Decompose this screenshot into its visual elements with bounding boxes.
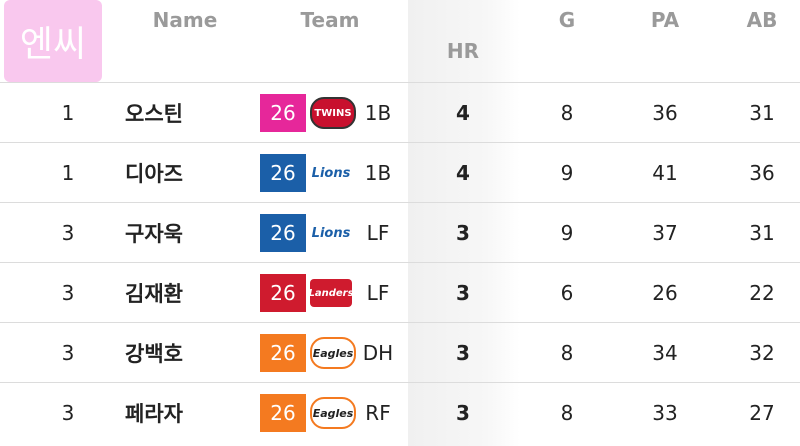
rank: 3 <box>61 281 75 305</box>
team-logo: TWINS <box>310 97 356 129</box>
plate-appearances: 26 <box>652 281 678 305</box>
rank: 1 <box>61 161 75 185</box>
header-team: Team <box>300 8 360 32</box>
uniform-number: 26 <box>260 154 306 192</box>
team-logo: Eagles <box>310 337 356 369</box>
position: RF <box>365 401 391 425</box>
player-name: 구자욱 <box>125 222 183 246</box>
header-ab: AB <box>746 8 778 32</box>
games: 9 <box>560 221 574 245</box>
team-logo: Lions <box>310 219 352 247</box>
team-logo: Lions <box>310 159 352 187</box>
at-bats: 27 <box>749 401 775 425</box>
table-row: 3 김재환 26 Landers LF 3 6 26 22 <box>0 262 800 323</box>
hr: 3 <box>456 221 470 245</box>
table-row: 1 오스틴 26 TWINS 1B 4 8 36 31 <box>0 82 800 143</box>
uniform-number: 26 <box>260 94 306 132</box>
team-logo: Eagles <box>310 397 356 429</box>
uniform-number: 26 <box>260 274 306 312</box>
position: LF <box>366 281 390 305</box>
header-hr: HR <box>446 39 480 63</box>
rank: 3 <box>61 401 75 425</box>
plate-appearances: 37 <box>652 221 678 245</box>
games: 8 <box>560 341 574 365</box>
games: 8 <box>560 101 574 125</box>
uniform-number: 26 <box>260 394 306 432</box>
table-row: 3 페라자 26 Eagles RF 3 8 33 27 <box>0 382 800 443</box>
games: 8 <box>560 401 574 425</box>
position: 1B <box>364 101 392 125</box>
header-pa: PA <box>650 8 680 32</box>
player-name: 페라자 <box>125 402 183 426</box>
rank: 3 <box>61 341 75 365</box>
header-g: G <box>558 8 576 32</box>
rank: 1 <box>61 101 75 125</box>
hr: 3 <box>456 281 470 305</box>
player-name: 디아즈 <box>125 162 183 186</box>
team-logo: Landers <box>308 279 354 307</box>
rank: 3 <box>61 221 75 245</box>
header-name: Name <box>152 8 218 32</box>
position: LF <box>366 221 390 245</box>
uniform-number: 26 <box>260 334 306 372</box>
hr-column-shade <box>408 0 520 446</box>
player-name: 김재환 <box>125 282 183 306</box>
plate-appearances: 41 <box>652 161 678 185</box>
hr: 3 <box>456 341 470 365</box>
table-row: 3 구자욱 26 Lions LF 3 9 37 31 <box>0 202 800 263</box>
uniform-number: 26 <box>260 214 306 252</box>
hr: 3 <box>456 401 470 425</box>
player-name: 오스틴 <box>125 102 183 126</box>
at-bats: 32 <box>749 341 775 365</box>
at-bats: 36 <box>749 161 775 185</box>
position: DH <box>362 341 394 365</box>
games: 6 <box>560 281 574 305</box>
position: 1B <box>364 161 392 185</box>
at-bats: 31 <box>749 101 775 125</box>
plate-appearances: 34 <box>652 341 678 365</box>
hr: 4 <box>456 101 470 125</box>
at-bats: 31 <box>749 221 775 245</box>
at-bats: 22 <box>749 281 775 305</box>
table-row: 1 디아즈 26 Lions 1B 4 9 41 36 <box>0 142 800 203</box>
plate-appearances: 36 <box>652 101 678 125</box>
table-row: 3 강백호 26 Eagles DH 3 8 34 32 <box>0 322 800 383</box>
player-name: 강백호 <box>125 342 183 366</box>
games: 9 <box>560 161 574 185</box>
team-badge: 엔씨 <box>4 0 102 82</box>
plate-appearances: 33 <box>652 401 678 425</box>
hr: 4 <box>456 161 470 185</box>
